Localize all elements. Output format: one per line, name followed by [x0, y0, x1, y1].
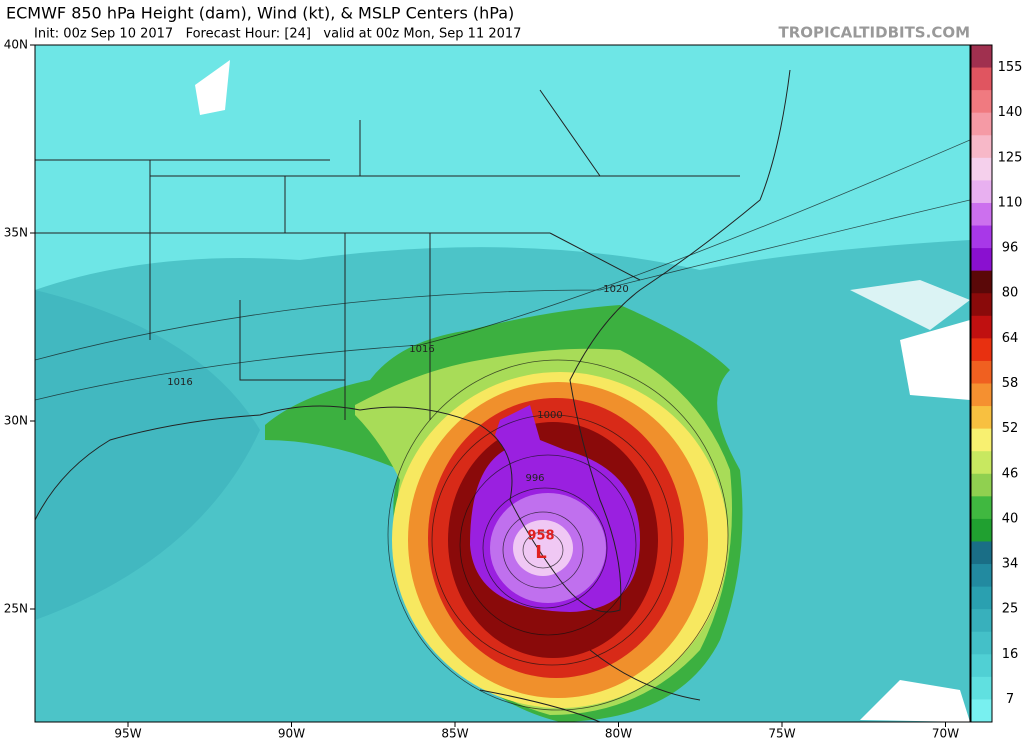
colorbar-swatch: [971, 338, 992, 362]
axis-labels: 40N 35N 30N 25N 95W 90W 85W 80W 75W 70W: [4, 38, 959, 741]
colorbar-swatch: [971, 248, 992, 272]
colorbar-swatch: [971, 360, 992, 384]
colorbar-label: 140: [998, 105, 1023, 120]
colorbar-label: 25: [1002, 602, 1019, 617]
colorbar-swatch: [971, 45, 992, 69]
white-patch: [850, 280, 970, 330]
colorbar-swatch: [971, 90, 992, 114]
map: [35, 45, 970, 722]
lon-label: 95W: [114, 727, 141, 741]
colorbar-swatch: [971, 225, 992, 249]
colorbar-swatch: [971, 564, 992, 588]
colorbar-swatch: [971, 473, 992, 497]
colorbar-swatch: [971, 496, 992, 520]
colorbar-swatch: [971, 586, 992, 610]
colorbar-label: 155: [998, 60, 1023, 75]
contour-label: 1000: [537, 410, 562, 421]
lat-label: 35N: [4, 226, 28, 240]
colorbar-label: 7: [1006, 692, 1014, 707]
colorbar-swatch: [971, 428, 992, 452]
contour-label: 1016: [409, 344, 434, 355]
colorbar-label: 110: [998, 195, 1023, 210]
colorbar-frame: [970, 44, 993, 723]
contour-label: 1016: [167, 377, 192, 388]
wind-region: [35, 290, 260, 620]
colorbar-swatch: [971, 315, 992, 339]
lon-label: 90W: [278, 727, 305, 741]
map-frame: [34, 44, 971, 723]
colorbar-swatch: [971, 180, 992, 204]
colorbar-label: 16: [1002, 647, 1019, 662]
colorbar-swatch: [971, 609, 992, 633]
low-marker: L: [535, 542, 546, 563]
colorbar-swatch: [971, 406, 992, 430]
colorbar-label: 96: [1002, 241, 1019, 256]
lon-label: 75W: [768, 727, 795, 741]
lat-label: 40N: [4, 38, 28, 52]
colorbar-swatch: [971, 676, 992, 700]
colorbar: 155 140 125 110 96 80 64 58 52 46 40 34 25 16 7: [970, 44, 1023, 723]
title: ECMWF 850 hPa Height (dam), Wind (kt), &…: [6, 4, 514, 23]
colorbar-label: 40: [1002, 511, 1019, 526]
source: TROPICALTIDBITS.COM: [779, 24, 971, 42]
subtitle: Init: 00z Sep 10 2017 Forecast Hour: [24…: [34, 27, 521, 42]
colorbar-swatch: [971, 451, 992, 475]
colorbar-swatch: [971, 157, 992, 181]
colorbar-label: 80: [1002, 286, 1019, 301]
colorbar-label: 125: [998, 150, 1023, 165]
colorbar-swatch: [971, 631, 992, 655]
lon-label: 85W: [441, 727, 468, 741]
white-patch: [860, 680, 970, 722]
coastlines: [35, 69, 791, 722]
lon-label: 70W: [932, 727, 959, 741]
lat-label: 30N: [4, 414, 28, 428]
colorbar-label: 46: [1002, 466, 1019, 481]
colorbar-swatch: [971, 518, 992, 542]
lat-label: 25N: [4, 602, 28, 616]
colorbar-label: 34: [1002, 557, 1019, 572]
colorbar-swatch: [971, 67, 992, 91]
colorbar-swatch: [971, 135, 992, 159]
colorbar-swatch: [971, 293, 992, 317]
white-patch: [900, 320, 970, 400]
isobars: [35, 139, 970, 711]
contour-label: 1020: [603, 284, 628, 295]
colorbar-swatch: [971, 202, 992, 227]
colorbar-label: 58: [1002, 376, 1019, 391]
colorbar-swatch: [971, 654, 992, 678]
colorbar-swatch: [971, 383, 992, 407]
colorbar-swatch: [971, 270, 992, 294]
colorbar-label: 52: [1002, 421, 1019, 436]
calm-region: [35, 45, 970, 290]
colorbar-swatch: [971, 112, 992, 136]
colorbar-swatch: [971, 699, 992, 723]
contour-label: 996: [525, 473, 544, 484]
colorbar-label: 64: [1002, 331, 1019, 346]
lon-label: 80W: [605, 727, 632, 741]
center-pressure: 958: [527, 529, 554, 544]
colorbar-swatch: [971, 541, 992, 565]
white-patch: [195, 60, 230, 115]
